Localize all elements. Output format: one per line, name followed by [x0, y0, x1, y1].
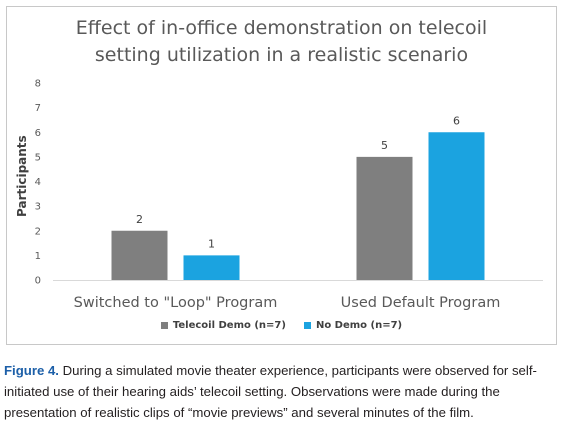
chart-frame: Effect of in-office demonstration on tel…	[6, 6, 557, 345]
legend-item-no-demo: No Demo (n=7)	[303, 320, 403, 331]
figure-label: Figure 4.	[4, 363, 59, 378]
category-label-1: Used Default Program	[341, 295, 501, 311]
y-tick-label-1: 1	[35, 251, 41, 262]
figure-caption: Figure 4. During a simulated movie theat…	[4, 360, 560, 423]
bar-telecoil-demo-0	[111, 230, 168, 280]
legend-swatch-no-demo	[303, 322, 311, 329]
bar-no-demo-0	[183, 255, 240, 280]
figure-caption-text: During a simulated movie theater experie…	[4, 363, 537, 420]
legend-label-no-demo: No Demo (n=7)	[315, 320, 403, 331]
y-tick-label-5: 5	[35, 152, 41, 163]
legend-swatch-telecoil-demo	[160, 322, 168, 329]
category-label-0: Switched to "Loop" Program	[74, 295, 278, 311]
y-tick-label-0: 0	[35, 276, 41, 287]
bar-telecoil-demo-1	[356, 156, 413, 280]
data-label-no-demo-1: 6	[453, 114, 460, 127]
bar-no-demo-1	[428, 132, 485, 280]
chart-title-line-2: setting utilization in a realistic scena…	[94, 44, 469, 66]
bar-chart: 0 1 2 3 4 5 6 7 8 2 1 Switched to "Loop" Program 5 6 U…	[35, 79, 543, 311]
chart-title-line-1: Effect of in-office demonstration on tel…	[75, 17, 488, 39]
y-tick-label-3: 3	[35, 202, 41, 213]
data-label-no-demo-0: 1	[208, 237, 215, 250]
y-tick-label-2: 2	[35, 226, 41, 237]
legend-label-telecoil-demo: Telecoil Demo (n=7)	[172, 320, 286, 331]
y-tick-label-7: 7	[35, 103, 41, 114]
y-tick-label-8: 8	[35, 79, 41, 90]
data-label-telecoil-demo-1: 5	[381, 139, 388, 152]
y-tick-label-6: 6	[35, 128, 41, 139]
data-label-telecoil-demo-0: 2	[136, 213, 143, 226]
y-tick-label-4: 4	[35, 177, 41, 188]
legend-item-telecoil-demo: Telecoil Demo (n=7)	[160, 320, 286, 331]
chart-title: Effect of in-office demonstration on tel…	[7, 15, 556, 69]
legend: Telecoil Demo (n=7) No Demo (n=7)	[7, 320, 556, 331]
